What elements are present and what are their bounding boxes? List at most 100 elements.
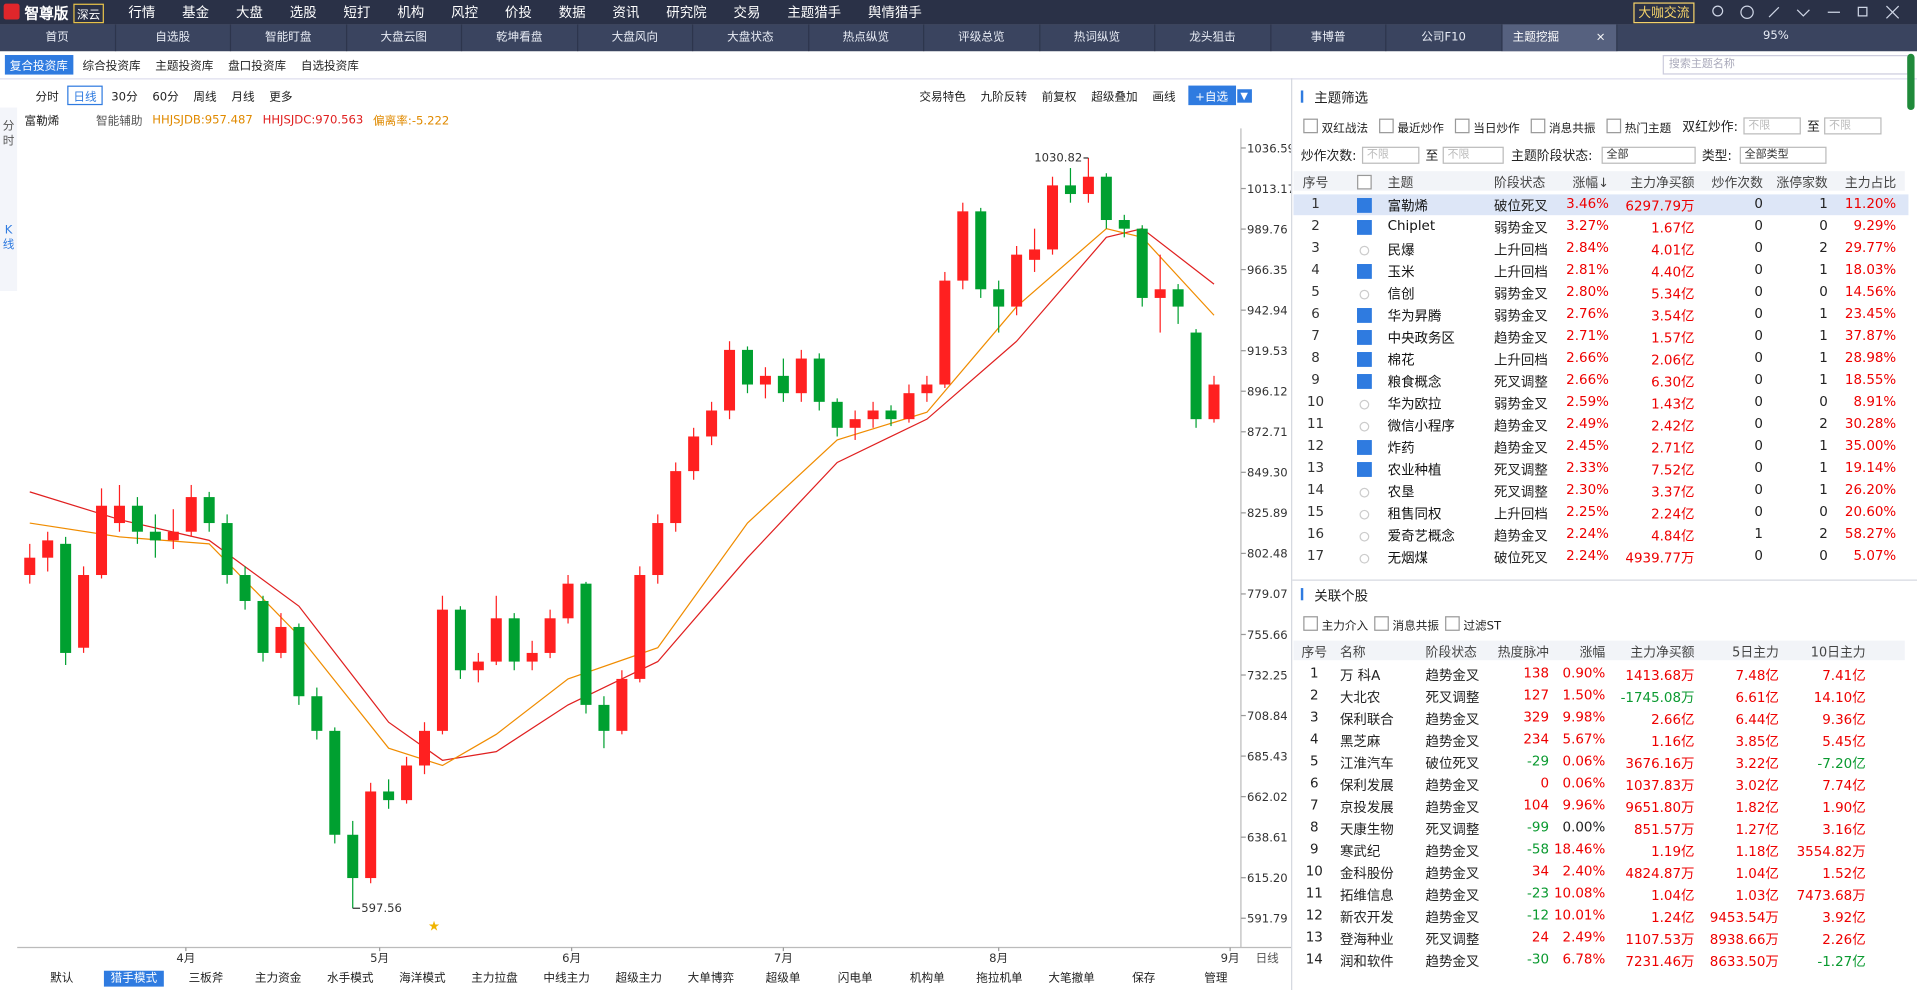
period[interactable]: 30分 [111,90,138,104]
column-header[interactable]: 阶段状态 [1493,176,1546,191]
tab[interactable]: 智能盯盘 [231,24,347,52]
input[interactable]: 不限 [1442,146,1504,164]
menu-item[interactable]: 主题猎手 [787,4,842,21]
row-checkbox[interactable] [1357,462,1372,477]
column-header[interactable]: 主题 [1387,176,1414,191]
tab[interactable]: 首页 [0,24,116,52]
filter-checkbox[interactable] [1530,118,1546,134]
bottom-tab[interactable]: 管理 [1180,968,1252,985]
add-watch[interactable]: +自选 [1187,85,1236,106]
tool[interactable]: 交易特色 [919,90,966,104]
tab[interactable]: 自选股 [116,24,232,52]
tab[interactable]: 事博普 [1271,24,1387,52]
bottom-tab[interactable]: 默认 [26,968,98,985]
row-checkbox[interactable] [1357,220,1372,235]
menu-item[interactable]: 行情 [128,4,156,21]
stock-name[interactable]: 富勒烯 [24,114,60,129]
filter-checkbox[interactable] [1303,616,1318,631]
row-checkbox[interactable] [1359,531,1370,542]
menu-item[interactable]: 选股 [289,4,317,21]
search-box[interactable]: 搜索主题名称 [1662,55,1909,75]
select[interactable]: 全部类型 [1739,146,1827,164]
menu-item[interactable]: 短打 [343,4,371,21]
library-tab[interactable]: 盘口投资库 [228,59,287,74]
bottom-tab[interactable]: 机构单 [891,968,963,985]
tab[interactable]: 公司F10 [1386,24,1502,52]
period[interactable]: 月线 [231,90,255,104]
menu-item[interactable]: 资讯 [612,4,640,21]
column-header[interactable]: 5日主力 [1732,645,1779,661]
period[interactable]: 更多 [269,90,293,104]
bottom-tab[interactable]: 海洋模式 [386,968,458,985]
menu-item[interactable]: 数据 [558,4,586,21]
column-header[interactable]: 10日主力 [1810,645,1866,661]
menu-item[interactable]: 机构 [397,4,425,21]
bottom-tab[interactable]: 超级主力 [603,968,675,985]
filter-checkbox[interactable] [1379,118,1394,134]
library-tab[interactable]: 主题投资库 [155,59,214,74]
column-header[interactable]: 主力占比 [1844,176,1897,191]
input[interactable]: 不限 [1743,117,1801,135]
filter-checkbox[interactable] [1303,118,1318,134]
menu-item[interactable]: 基金 [182,4,210,21]
row-checkbox[interactable] [1359,553,1370,564]
row-checkbox[interactable] [1357,198,1372,213]
menu-item[interactable]: 研究院 [666,4,707,21]
bottom-tab[interactable]: 中线主力 [531,968,603,985]
bottom-tab[interactable]: 超级单 [747,968,819,985]
period[interactable]: 分时 [35,90,59,104]
period[interactable]: 60分 [152,90,179,104]
tool[interactable]: 九阶反转 [980,90,1028,104]
tab[interactable]: 龙头狙击 [1155,24,1271,52]
input[interactable]: 不限 [1824,117,1882,135]
row-checkbox[interactable] [1359,245,1370,256]
tool[interactable]: 超级叠加 [1091,90,1138,104]
menu-item[interactable]: 风控 [451,4,479,21]
column-header[interactable]: 主力净买额 [1630,645,1695,661]
bottom-tab[interactable]: 主力拉盘 [458,968,530,985]
column-header[interactable]: 炒作次数 [1711,176,1763,191]
row-checkbox[interactable] [1359,487,1370,498]
add-watch-menu[interactable]: ▼ [1236,88,1252,103]
library-tab[interactable]: 综合投资库 [82,59,141,74]
column-header[interactable]: 序号 [1302,176,1329,191]
community-button[interactable]: 大咖交流 [1633,2,1695,24]
menu-item[interactable]: 交易 [733,4,761,21]
tab[interactable]: 热词纵览 [1040,24,1156,52]
tool[interactable]: 前复权 [1041,90,1077,104]
tab[interactable]: 热点纵览 [809,24,925,52]
library-tab[interactable]: 自选投资库 [300,59,359,74]
bottom-tab[interactable]: 闪电单 [819,968,891,985]
column-header[interactable]: 涨幅 [1579,645,1606,661]
row-checkbox[interactable] [1357,374,1372,389]
column-header[interactable]: 涨停家数 [1776,176,1828,191]
bottom-tab[interactable]: 拖拉机单 [963,968,1035,985]
bottom-tab[interactable]: 三板斧 [170,968,242,985]
row-checkbox[interactable] [1359,289,1370,300]
tab-close[interactable]: × [1595,30,1606,45]
tab[interactable]: 大盘风向 [578,24,694,52]
period[interactable]: 周线 [193,90,217,104]
side-tab[interactable]: 分时 [2,119,15,148]
bottom-tab[interactable]: 保存 [1108,968,1180,985]
tool[interactable]: 画线 [1152,90,1176,104]
assist[interactable]: 智能辅助 [95,114,143,129]
tab[interactable]: 大盘状态 [693,24,809,52]
menu-item[interactable]: 价投 [504,4,532,21]
row-checkbox[interactable] [1359,421,1370,432]
row-checkbox[interactable] [1357,352,1372,367]
column-header[interactable]: 名称 [1339,645,1366,661]
tab[interactable]: 大盘云图 [347,24,463,52]
bottom-tab[interactable]: 猎手模式 [98,968,170,987]
library-tab[interactable]: 复合投资库 [4,55,73,75]
column-header[interactable]: 热度脉冲 [1497,645,1550,661]
bottom-tab[interactable]: 大笔撤单 [1036,968,1108,985]
column-header[interactable]: 主力净买额 [1630,176,1695,191]
tab[interactable]: 评级总览 [924,24,1040,52]
bottom-tab[interactable]: 大单博弈 [675,968,747,985]
row-checkbox[interactable] [1359,509,1370,520]
row-checkbox[interactable] [1357,440,1372,455]
period[interactable]: 日线 [67,85,103,106]
side-tab[interactable]: K线 [2,223,15,252]
menu-item[interactable]: 大盘 [235,4,263,21]
